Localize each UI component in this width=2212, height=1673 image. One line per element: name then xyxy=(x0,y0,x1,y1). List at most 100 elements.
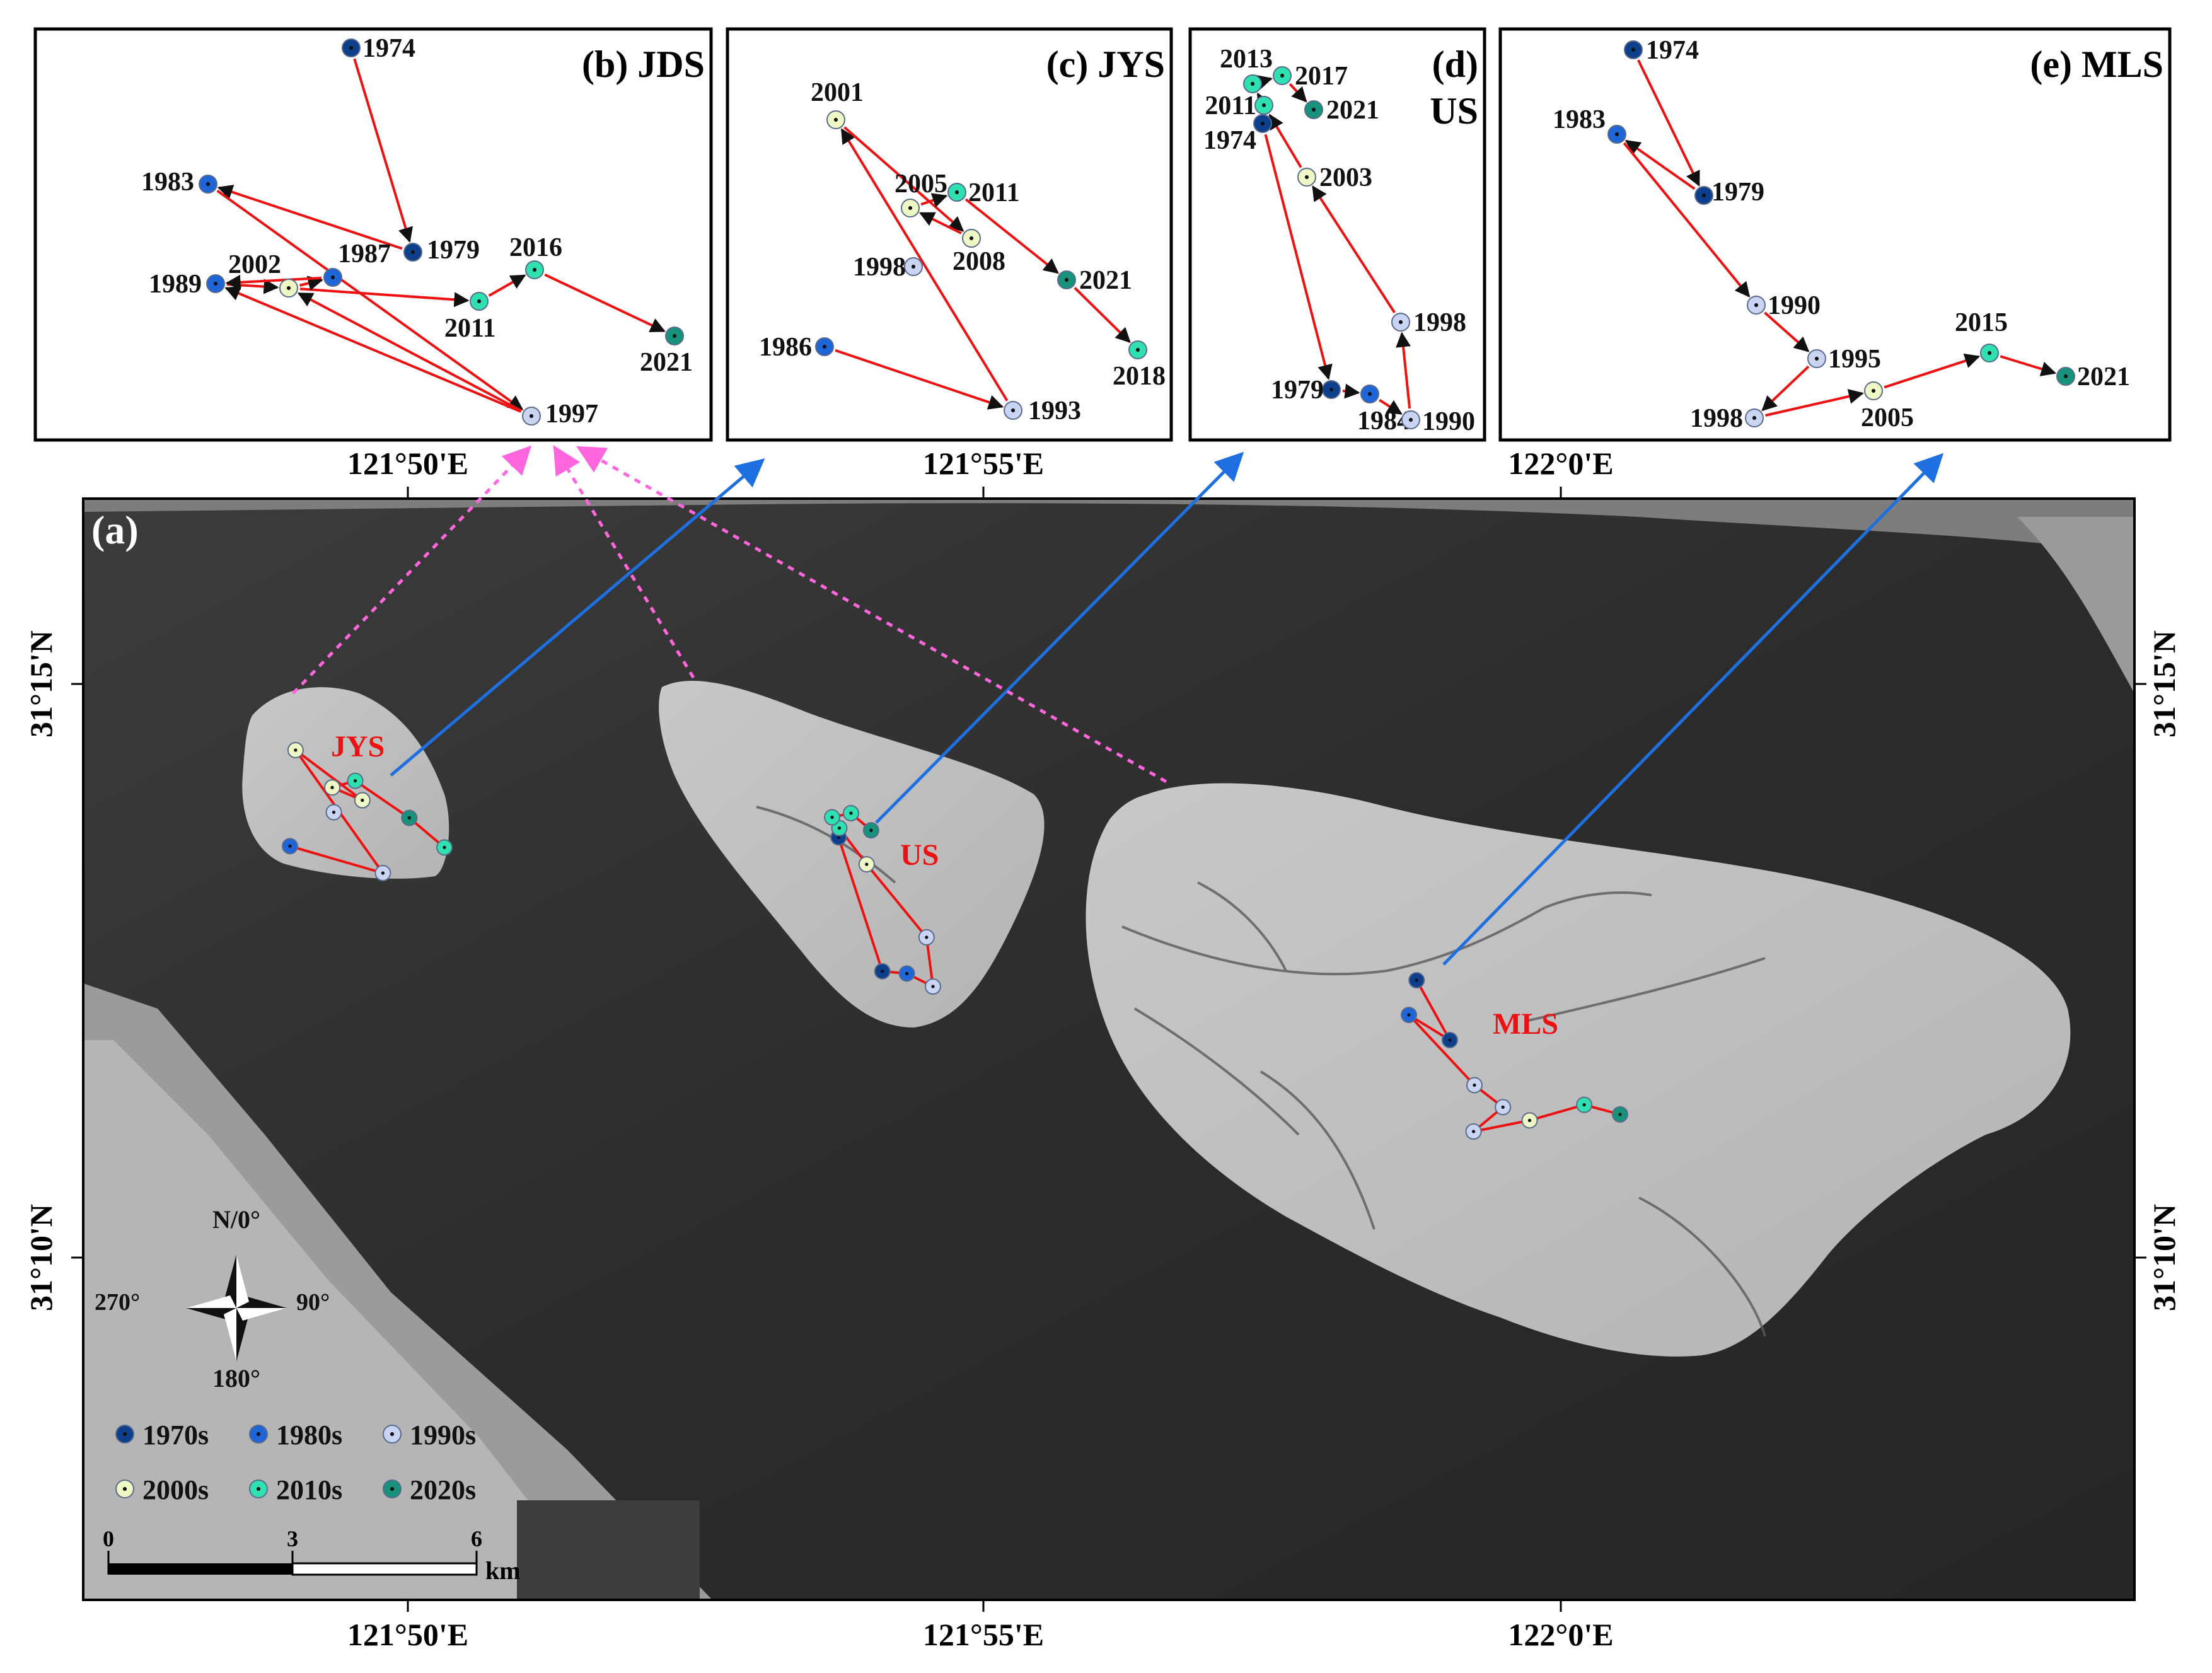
inset-c-label-2018: 2018 xyxy=(1113,362,1166,391)
inset-c-label-1998: 1998 xyxy=(853,253,906,282)
inset-e-label-1979: 1979 xyxy=(1711,178,1764,207)
inset-d-track-1974-1979 xyxy=(1264,134,1333,380)
inset-c-label-2011: 2011 xyxy=(968,178,1020,207)
island-label-jys: JYS xyxy=(331,730,385,763)
scale-tick-6: 6 xyxy=(471,1526,482,1551)
right-tick-1: 31°15'N xyxy=(2146,630,2182,738)
inset-e-track-1998-2005 xyxy=(1765,389,1864,417)
callout-jys-to-c xyxy=(390,458,765,777)
inset-e-track-1983-1990 xyxy=(1623,142,1751,298)
main-c-track-2011-2021 xyxy=(354,779,410,819)
inset-b-track-2016-2021 xyxy=(544,273,666,333)
inset-b-track-1983-1997 xyxy=(216,189,524,411)
inset-c-label-2001: 2001 xyxy=(811,78,864,107)
inset-c-track-1993-2001 xyxy=(840,128,1009,402)
inset-b-label-1974: 1974 xyxy=(362,34,415,63)
inset-c-label-2008: 2008 xyxy=(953,247,1005,276)
island-label-us: US xyxy=(900,838,939,872)
inset-d-label-1974: 1974 xyxy=(1203,126,1256,155)
mainland-built-area xyxy=(83,1040,605,1600)
legend-label-2020s: 2020s xyxy=(410,1474,476,1505)
inset-d-label-2017: 2017 xyxy=(1295,62,1348,91)
inset-b-title: (b) JDS xyxy=(582,43,705,85)
scale-unit: km xyxy=(485,1556,521,1585)
callout-arrows xyxy=(292,445,1944,966)
inset-b-label-2002: 2002 xyxy=(228,250,281,279)
top-tick-1: 121°50'E xyxy=(347,446,468,481)
inset-d-label-1984: 1984 xyxy=(1357,407,1410,436)
inset-c-track-2005-2011 xyxy=(920,193,948,208)
callout-mls-to-e xyxy=(1442,453,1944,966)
inset-b-frame xyxy=(33,27,713,442)
island-us xyxy=(659,680,1045,1028)
inset-e-label-1974: 1974 xyxy=(1646,36,1699,65)
inset-e-track-1990-1995 xyxy=(1764,311,1810,352)
main-map-frame xyxy=(82,497,2136,1601)
main-d-track-1990-1998 xyxy=(925,937,934,987)
inset-c-track-2011-2021 xyxy=(964,198,1059,274)
inset-e-label-2021: 2021 xyxy=(2077,362,2130,391)
inset-b-label-1997: 1997 xyxy=(545,400,598,429)
inset-b-track-2002-1987-alt xyxy=(299,275,323,291)
inset-d-label-2003: 2003 xyxy=(1319,163,1372,192)
inset-d-track-2003-2011 xyxy=(1268,113,1302,168)
inset-b-label-1983: 1983 xyxy=(141,168,194,197)
inset-e-track-2015-2021 xyxy=(2000,355,2057,376)
main-e-track-1998-2005 xyxy=(1473,1119,1530,1133)
inset-e-track-2005-2015 xyxy=(1884,353,1981,389)
inset-d-track-1979-1984 xyxy=(1342,383,1360,399)
main-c-track-2001-2008 xyxy=(294,749,364,802)
main-d-track-1998-2003 xyxy=(866,863,928,939)
compass-west-label: 270° xyxy=(95,1289,140,1316)
inset-b-label-2021: 2021 xyxy=(640,348,693,377)
inset-e-title: (e) MLS xyxy=(2030,43,2163,85)
island-label-mls: MLS xyxy=(1493,1007,1558,1041)
inset-b-label-2016: 2016 xyxy=(509,233,562,262)
inset-c-label-2005: 2005 xyxy=(895,170,947,199)
inset-c-label-1986: 1986 xyxy=(759,333,812,362)
left-tick-1: 31°15'N xyxy=(23,630,59,738)
inset-d-title: (d) xyxy=(1432,43,1478,85)
scale-bar-white-segment xyxy=(291,1562,478,1576)
inset-e-track-1979-1983 xyxy=(1624,139,1696,190)
inset-d-label-1979: 1979 xyxy=(1271,376,1324,405)
inset-c-tracks: 1986 1993 1998 2001 2005 2008 2011 2018 2021 xyxy=(759,78,1166,425)
compass-north-label: N/0° xyxy=(212,1205,260,1234)
legend-label-2000s: 2000s xyxy=(142,1474,209,1505)
scale-bar-black-segment xyxy=(108,1563,292,1575)
inset-e-track-1995-1998 xyxy=(1761,365,1810,412)
compass-south-label: 180° xyxy=(212,1364,260,1392)
main-e-track-1974-1979 xyxy=(1415,980,1451,1041)
main-map: (a) JYS US MLS N/0° 90° 270° 180° 1970s 1… xyxy=(23,446,2182,1652)
inset-b-label-1979: 1979 xyxy=(427,236,480,265)
main-c-track-1986-1993 xyxy=(289,845,383,874)
main-e-track-1983-1990 xyxy=(1408,1014,1476,1086)
main-d-track-1974-1979 xyxy=(837,836,884,972)
scale-tick-0: 0 xyxy=(103,1526,114,1551)
inset-d-track-1990-1998 xyxy=(1396,332,1411,409)
inset-e-label-1983: 1983 xyxy=(1553,105,1606,134)
inset-c-label-1993: 1993 xyxy=(1028,397,1081,425)
inset-c-track-2008-2005 xyxy=(918,212,962,234)
inset-b-label-2011: 2011 xyxy=(444,314,496,343)
inset-e-label-1990: 1990 xyxy=(1768,291,1821,320)
inset-b-track-2002-2011 xyxy=(299,287,470,308)
inset-d-track-1984-1990 xyxy=(1379,398,1403,415)
inset-d-frame xyxy=(1188,27,1486,442)
bottom-tick-3: 122°0'E xyxy=(1508,1617,1613,1652)
inset-d-tracks: 1974 1979 1984 1990 1998 2003 2011 2013 2017 2021 xyxy=(1203,45,1475,436)
inset-c-frame xyxy=(726,27,1173,442)
inset-d-label-1998: 1998 xyxy=(1413,308,1466,337)
inset-e-label-2005: 2005 xyxy=(1861,403,1914,432)
inset-b-label-1989: 1989 xyxy=(149,270,202,299)
inset-c-title: (c) JYS xyxy=(1046,43,1165,85)
island-mls xyxy=(1086,783,2071,1357)
top-tick-2: 121°55'E xyxy=(923,446,1044,481)
inset-c-track-1986-1993 xyxy=(835,349,1004,410)
inset-b-track-1997-2002-alt xyxy=(297,292,523,412)
legend: 1970s 1980s 1990s 2000s 2010s 2020s xyxy=(115,1420,476,1505)
inset-b-track-1987-1989-alt xyxy=(225,274,322,290)
tidal-channels xyxy=(756,806,1766,1337)
legend-label-1970s: 1970s xyxy=(142,1420,209,1450)
